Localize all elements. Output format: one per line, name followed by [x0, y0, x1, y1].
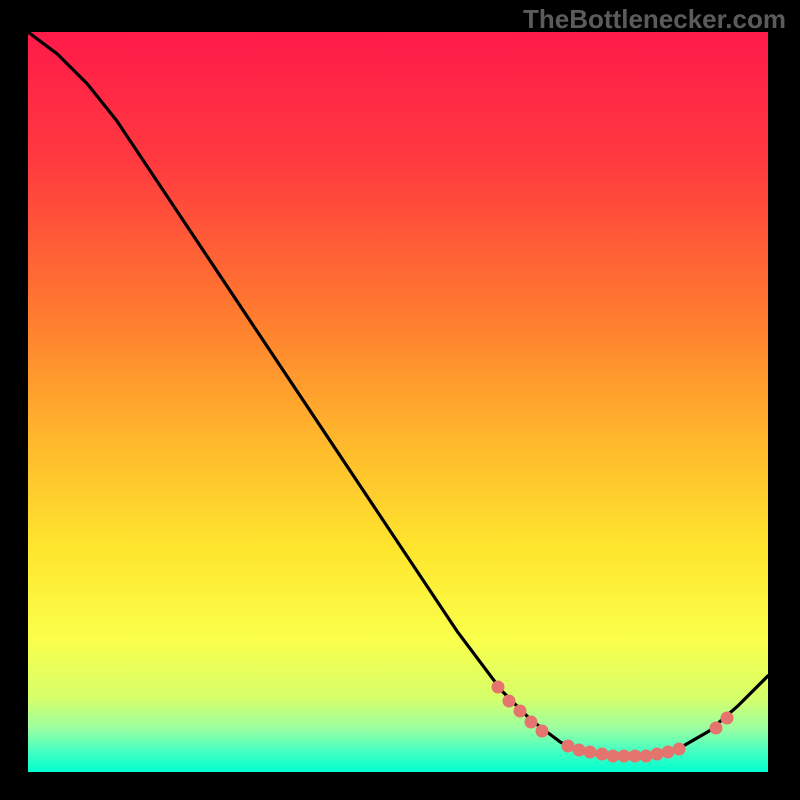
data-marker: [491, 680, 504, 693]
plot-area: [28, 32, 768, 772]
data-marker: [710, 721, 723, 734]
watermark-text: TheBottlenecker.com: [523, 4, 786, 35]
data-marker: [721, 711, 734, 724]
data-marker: [536, 724, 549, 737]
bottleneck-curve: [28, 32, 768, 757]
chart-stage: TheBottlenecker.com: [0, 0, 800, 800]
data-marker: [514, 705, 527, 718]
data-marker: [503, 694, 516, 707]
data-marker: [673, 743, 686, 756]
curve-layer: [28, 32, 768, 772]
